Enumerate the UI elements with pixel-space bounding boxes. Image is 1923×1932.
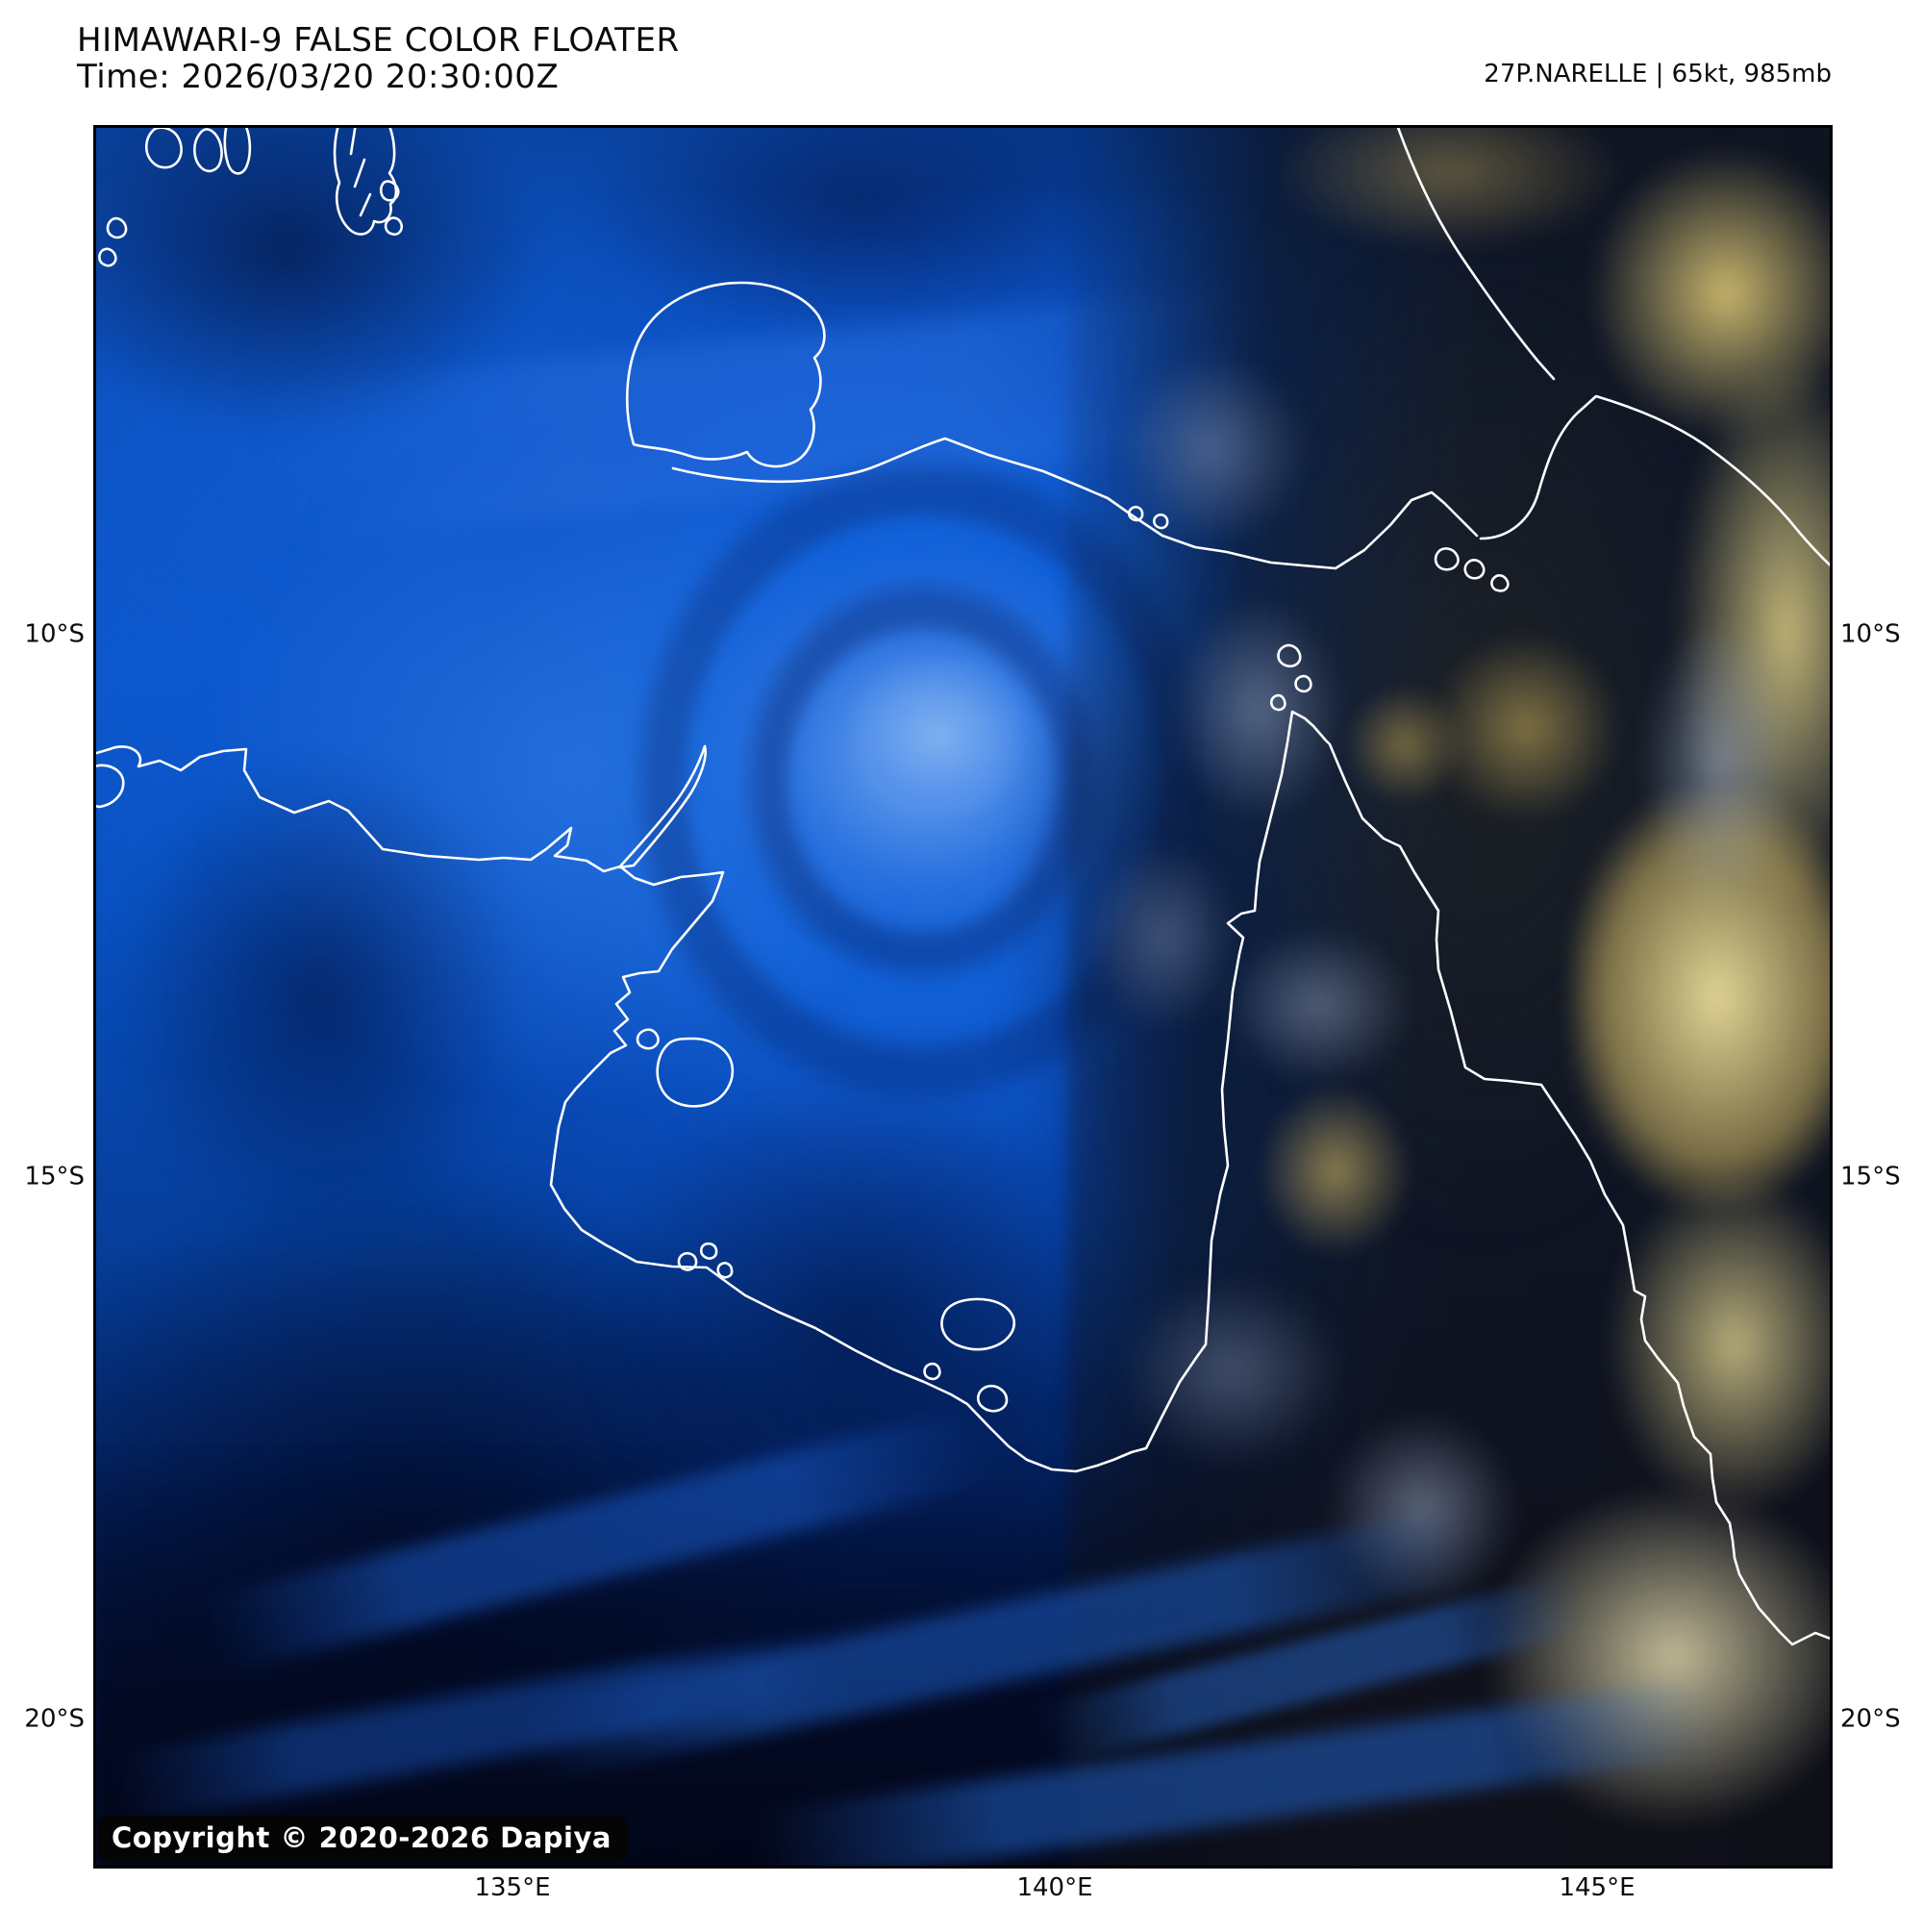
storm-info-label: 27P.NARELLE | 65kt, 985mb — [1484, 60, 1832, 88]
lon-label-135e: 135°E — [474, 1873, 551, 1902]
satellite-map-frame: Copyright © 2020-2026 Dapiya — [93, 125, 1833, 1869]
dolak-island — [626, 281, 826, 468]
pellew-islands — [677, 1242, 734, 1279]
aru-channels — [349, 128, 372, 217]
wessel-islands — [617, 744, 707, 869]
png-coast-north-segment — [1396, 128, 1556, 381]
satellite-imagery: Copyright © 2020-2026 Dapiya — [96, 128, 1830, 1866]
lat-label-left-15s: 15°S — [24, 1162, 85, 1192]
melville-island — [96, 764, 125, 809]
small-islands-png — [1127, 505, 1169, 530]
copyright-badge: Copyright © 2020-2026 Dapiya — [98, 1816, 627, 1862]
kai-islands — [98, 128, 252, 267]
groote-eylandt — [656, 1037, 735, 1108]
timestamp-label: Time: 2026/03/20 20:30:00Z — [77, 58, 560, 96]
coastline-overlay — [96, 128, 1830, 1646]
lat-label-right-20s: 20°S — [1840, 1704, 1901, 1734]
bickerton-island — [636, 1028, 660, 1050]
png-south-coast — [671, 437, 1479, 570]
fly-delta-islands — [1434, 547, 1510, 592]
lon-label-140e: 140°E — [1016, 1873, 1093, 1902]
torres-strait-islands — [1269, 643, 1312, 712]
page-title: HIMAWARI-9 FALSE COLOR FLOATER — [77, 21, 680, 60]
lon-label-145e: 145°E — [1559, 1873, 1636, 1902]
aru-islands — [333, 128, 398, 236]
lat-label-right-15s: 15°S — [1840, 1162, 1901, 1192]
gulf-of-papua-coast — [1479, 394, 1830, 567]
australia-coastline — [96, 710, 1830, 1646]
bentinck-island — [977, 1385, 1009, 1413]
lat-label-left-20s: 20°S — [24, 1704, 85, 1734]
mornington-island — [940, 1297, 1015, 1351]
lat-label-right-10s: 10°S — [1840, 619, 1901, 649]
aru-satellite-islands — [379, 180, 404, 236]
lat-label-left-10s: 10°S — [24, 619, 85, 649]
small-island — [923, 1362, 941, 1381]
